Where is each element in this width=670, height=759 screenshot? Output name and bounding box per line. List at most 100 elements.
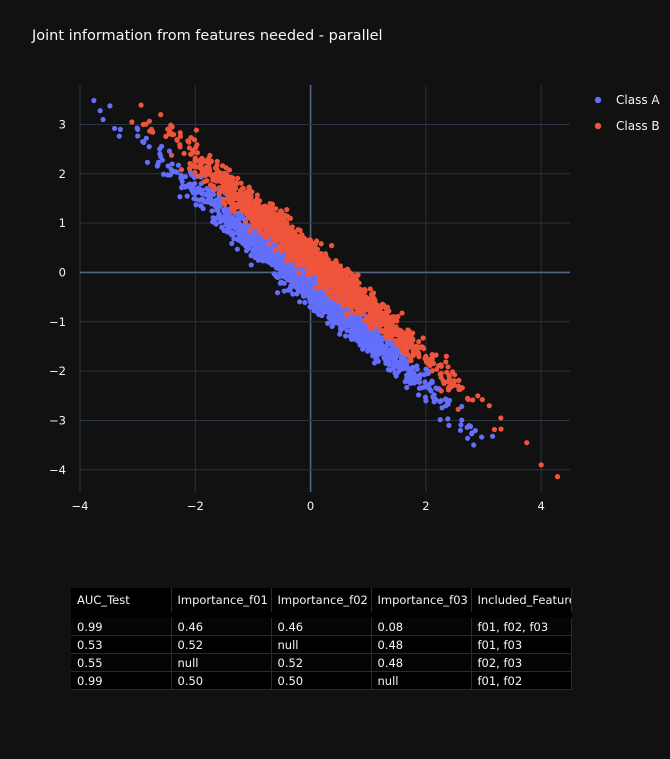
data-point [323, 254, 329, 260]
table-cell: 0.50 [271, 671, 372, 690]
y-tick-label: 1 [59, 216, 66, 230]
data-point [194, 150, 201, 156]
data-point [372, 300, 378, 306]
data-point [257, 230, 264, 236]
data-point [275, 274, 281, 280]
results-table-container[interactable]: AUC_Test Importance_f01 Importance_f02 Impo… [71, 588, 586, 690]
data-point [403, 347, 409, 353]
data-point [231, 236, 237, 242]
data-point [446, 422, 452, 428]
legend[interactable]: Class A Class B [594, 93, 661, 133]
y-tick-label: 2 [59, 167, 66, 181]
data-point [352, 300, 359, 306]
data-point [304, 239, 311, 246]
table-cell: 0.99 [71, 615, 172, 636]
table-cell: 0.52 [271, 653, 372, 672]
data-point [148, 128, 155, 135]
data-point [369, 325, 376, 331]
data-point [285, 253, 291, 260]
data-point [287, 287, 293, 293]
data-point [256, 237, 263, 243]
data-point [356, 297, 362, 303]
data-point [305, 272, 311, 278]
data-point [382, 356, 389, 362]
data-point [281, 288, 287, 294]
x-tick-label: 4 [538, 499, 545, 513]
data-point [366, 297, 372, 303]
y-tick-label: −3 [49, 413, 66, 427]
data-point [313, 285, 319, 291]
data-point [343, 311, 349, 317]
data-point [444, 397, 450, 404]
legend-label: Class B [616, 119, 660, 133]
data-point [302, 252, 308, 258]
table-cell: null [371, 671, 472, 690]
data-point [230, 192, 236, 199]
data-point [165, 163, 171, 169]
data-point [349, 326, 355, 332]
data-point [254, 192, 260, 198]
data-point [229, 182, 236, 188]
table-cell: f02, f03 [471, 653, 572, 672]
data-point [410, 375, 416, 381]
data-point [158, 143, 165, 149]
data-point [290, 291, 296, 297]
legend-item-class-b[interactable]: Class B [594, 119, 660, 133]
data-point [177, 142, 183, 148]
data-point [182, 173, 189, 180]
data-point [367, 316, 373, 322]
data-point [242, 219, 249, 225]
data-point [239, 200, 245, 206]
data-point [233, 181, 239, 187]
data-point [360, 323, 366, 329]
data-point [213, 221, 219, 227]
data-point [524, 440, 530, 446]
x-tick-label: 0 [307, 499, 314, 513]
data-point [400, 337, 406, 344]
data-point [445, 385, 452, 391]
data-point [191, 195, 197, 202]
data-point [349, 275, 355, 281]
data-point [143, 135, 149, 141]
data-point [255, 257, 261, 263]
data-point [375, 352, 381, 358]
data-point [275, 265, 281, 271]
data-point [255, 225, 261, 231]
data-point [336, 295, 342, 301]
data-point [333, 287, 339, 293]
data-point [284, 206, 290, 213]
data-point [272, 247, 278, 253]
legend-item-class-a[interactable]: Class A [594, 93, 661, 107]
data-point [384, 329, 390, 335]
data-point [249, 189, 255, 195]
data-point [404, 351, 411, 357]
data-point [302, 299, 308, 305]
data-point [449, 369, 456, 375]
data-point [308, 251, 314, 257]
data-point [355, 335, 361, 341]
data-point [312, 307, 318, 313]
data-point [369, 336, 376, 342]
data-point [408, 358, 414, 364]
data-point [438, 370, 444, 376]
data-point [475, 393, 481, 399]
data-point [365, 342, 371, 348]
data-point [175, 162, 182, 168]
data-point [444, 369, 450, 375]
data-point [288, 241, 295, 247]
data-point [197, 157, 203, 163]
data-point [249, 237, 255, 243]
data-point [368, 311, 374, 317]
data-point [293, 263, 300, 269]
data-point [428, 388, 434, 394]
data-point [285, 268, 292, 274]
data-point [464, 395, 471, 401]
data-point [117, 126, 123, 132]
data-point [328, 295, 334, 301]
data-point [401, 356, 407, 362]
data-point [479, 396, 485, 403]
data-point [362, 286, 368, 293]
data-point [333, 265, 339, 272]
data-point [200, 205, 206, 212]
data-point [283, 258, 290, 264]
